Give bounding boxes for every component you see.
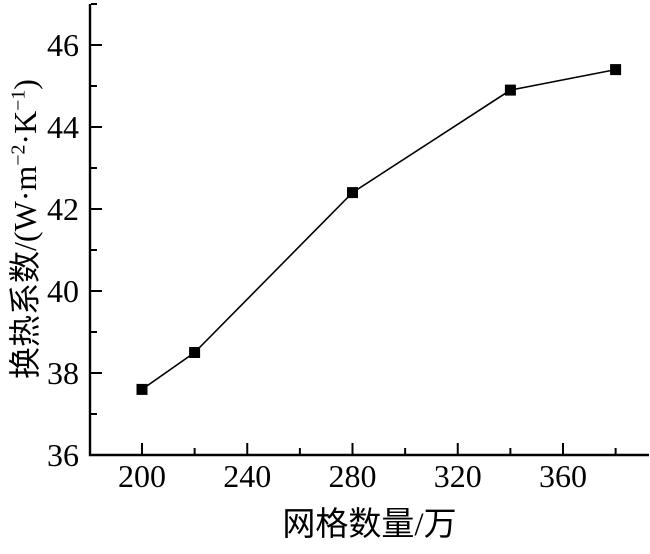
data-point-marker	[504, 84, 516, 96]
data-point-marker	[189, 347, 201, 358]
y-tick-label: 38	[47, 355, 79, 391]
x-axis-title: 网格数量/万	[282, 507, 457, 543]
data-point-marker	[347, 187, 358, 199]
x-tick-label: 200	[118, 458, 166, 494]
y-axis-title-sup: −1	[7, 89, 30, 111]
data-point-marker	[136, 383, 148, 395]
x-axis-ticks	[141, 443, 617, 454]
y-axis-title: 换热系数/(W·m−2·K−1)	[6, 63, 44, 395]
x-tick-label: 320	[434, 458, 482, 494]
data-points	[136, 64, 622, 395]
y-axis-title-text: ·K	[7, 110, 43, 145]
data-point-marker	[610, 64, 622, 76]
y-axis-title-sup: −2	[7, 144, 30, 166]
axis-spines	[88, 4, 649, 457]
data-line	[141, 68, 616, 391]
y-tick-label: 44	[47, 109, 79, 145]
y-tick-label: 40	[47, 273, 79, 309]
x-tick-labels: 200 240 280 320 360	[118, 458, 587, 494]
y-axis-title-text: 换热系数/(W·m	[7, 165, 43, 379]
y-axis-title-text: )	[7, 79, 43, 90]
y-axis-ticks	[91, 3, 102, 456]
x-tick-label: 280	[329, 458, 377, 494]
y-tick-labels: 36 38 40 42 44 46	[47, 27, 79, 473]
x-tick-label: 240	[223, 458, 271, 494]
y-tick-label: 36	[47, 437, 79, 473]
y-tick-label: 46	[47, 27, 79, 63]
x-tick-label: 360	[539, 458, 587, 494]
y-tick-label: 42	[47, 191, 79, 227]
